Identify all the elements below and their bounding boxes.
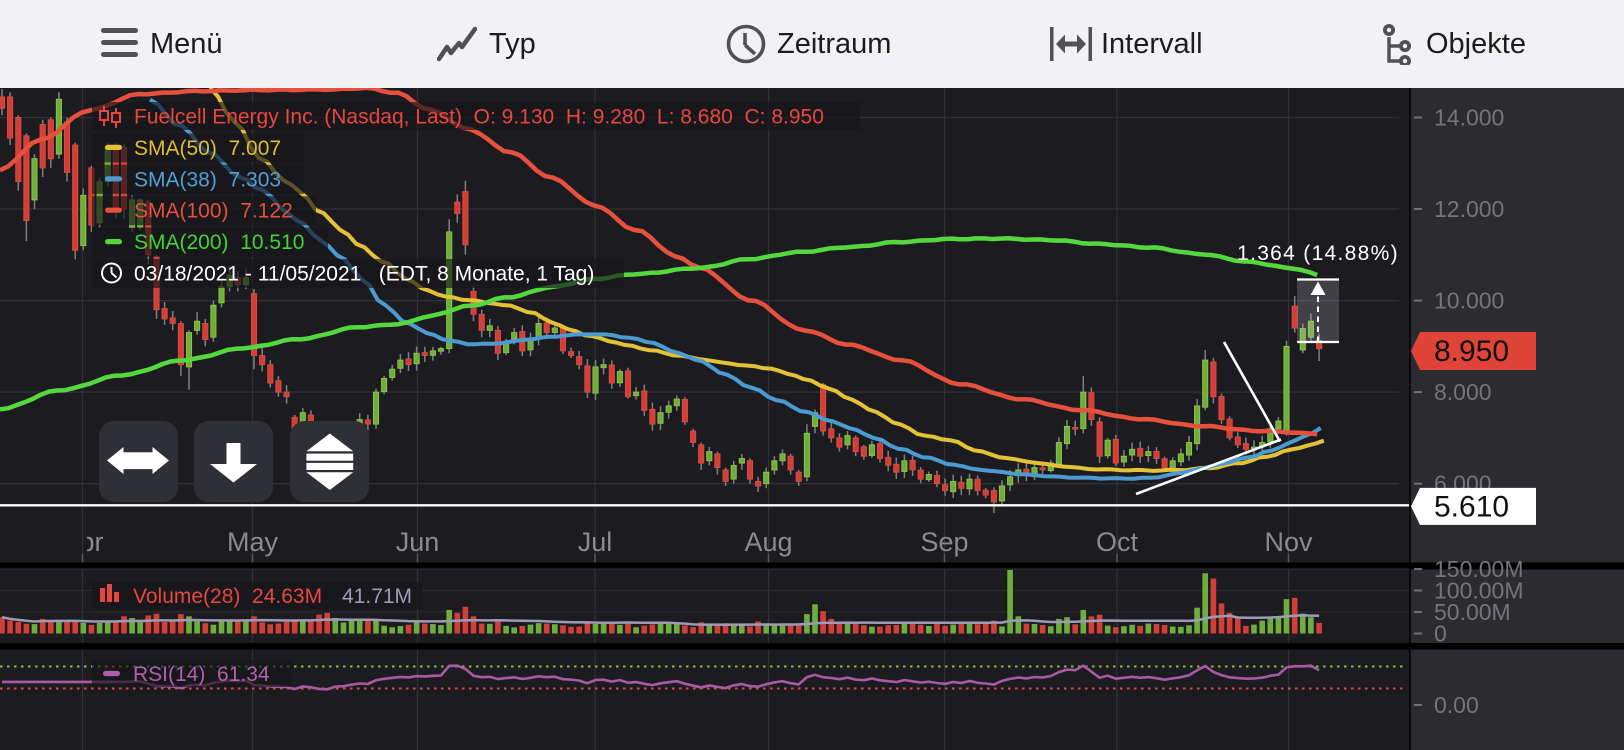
svg-text:8.950: 8.950 xyxy=(1434,335,1509,368)
svg-text:Fuelcell Energy Inc. (Nasdaq,: Fuelcell Energy Inc. (Nasdaq, Last) O: 9… xyxy=(134,106,824,129)
svg-text:1.364 (14.88%): 1.364 (14.88%) xyxy=(1237,242,1399,265)
svg-text:100.00M: 100.00M xyxy=(1434,578,1524,604)
svg-text:0.00: 0.00 xyxy=(1434,692,1479,718)
svg-text:SMA(38) 7.303: SMA(38) 7.303 xyxy=(134,168,281,191)
svg-text:May: May xyxy=(227,527,279,557)
svg-text:Sep: Sep xyxy=(920,527,968,557)
svg-text:03/18/2021 - 11/05/2021 (EDT: 03/18/2021 - 11/05/2021 (EDT, 8 Monate, … xyxy=(134,263,594,286)
svg-text:RSI(14) 61.34: RSI(14) 61.34 xyxy=(133,663,270,686)
svg-text:41.71M: 41.71M xyxy=(342,585,412,608)
svg-text:12.000: 12.000 xyxy=(1434,196,1504,222)
svg-text:Volume(28) 24.63M: Volume(28) 24.63M xyxy=(133,585,322,608)
svg-text:14.000: 14.000 xyxy=(1434,105,1504,131)
svg-text:Jul: Jul xyxy=(578,527,613,557)
svg-text:0: 0 xyxy=(1434,621,1447,647)
svg-text:SMA(200) 10.510: SMA(200) 10.510 xyxy=(134,231,304,254)
svg-text:8.000: 8.000 xyxy=(1434,379,1492,405)
svg-text:Apr: Apr xyxy=(61,527,103,557)
svg-text:Oct: Oct xyxy=(1096,527,1139,557)
svg-text:Jun: Jun xyxy=(396,527,440,557)
svg-text:150.00M: 150.00M xyxy=(1434,556,1524,582)
svg-text:SMA(100) 7.122: SMA(100) 7.122 xyxy=(134,200,293,223)
svg-text:SMA(50) 7.007: SMA(50) 7.007 xyxy=(134,137,281,160)
svg-text:5.610: 5.610 xyxy=(1434,490,1509,523)
svg-text:Aug: Aug xyxy=(744,527,792,557)
svg-text:50.00M: 50.00M xyxy=(1434,599,1511,625)
svg-text:Nov: Nov xyxy=(1264,527,1313,557)
svg-text:10.000: 10.000 xyxy=(1434,288,1504,314)
